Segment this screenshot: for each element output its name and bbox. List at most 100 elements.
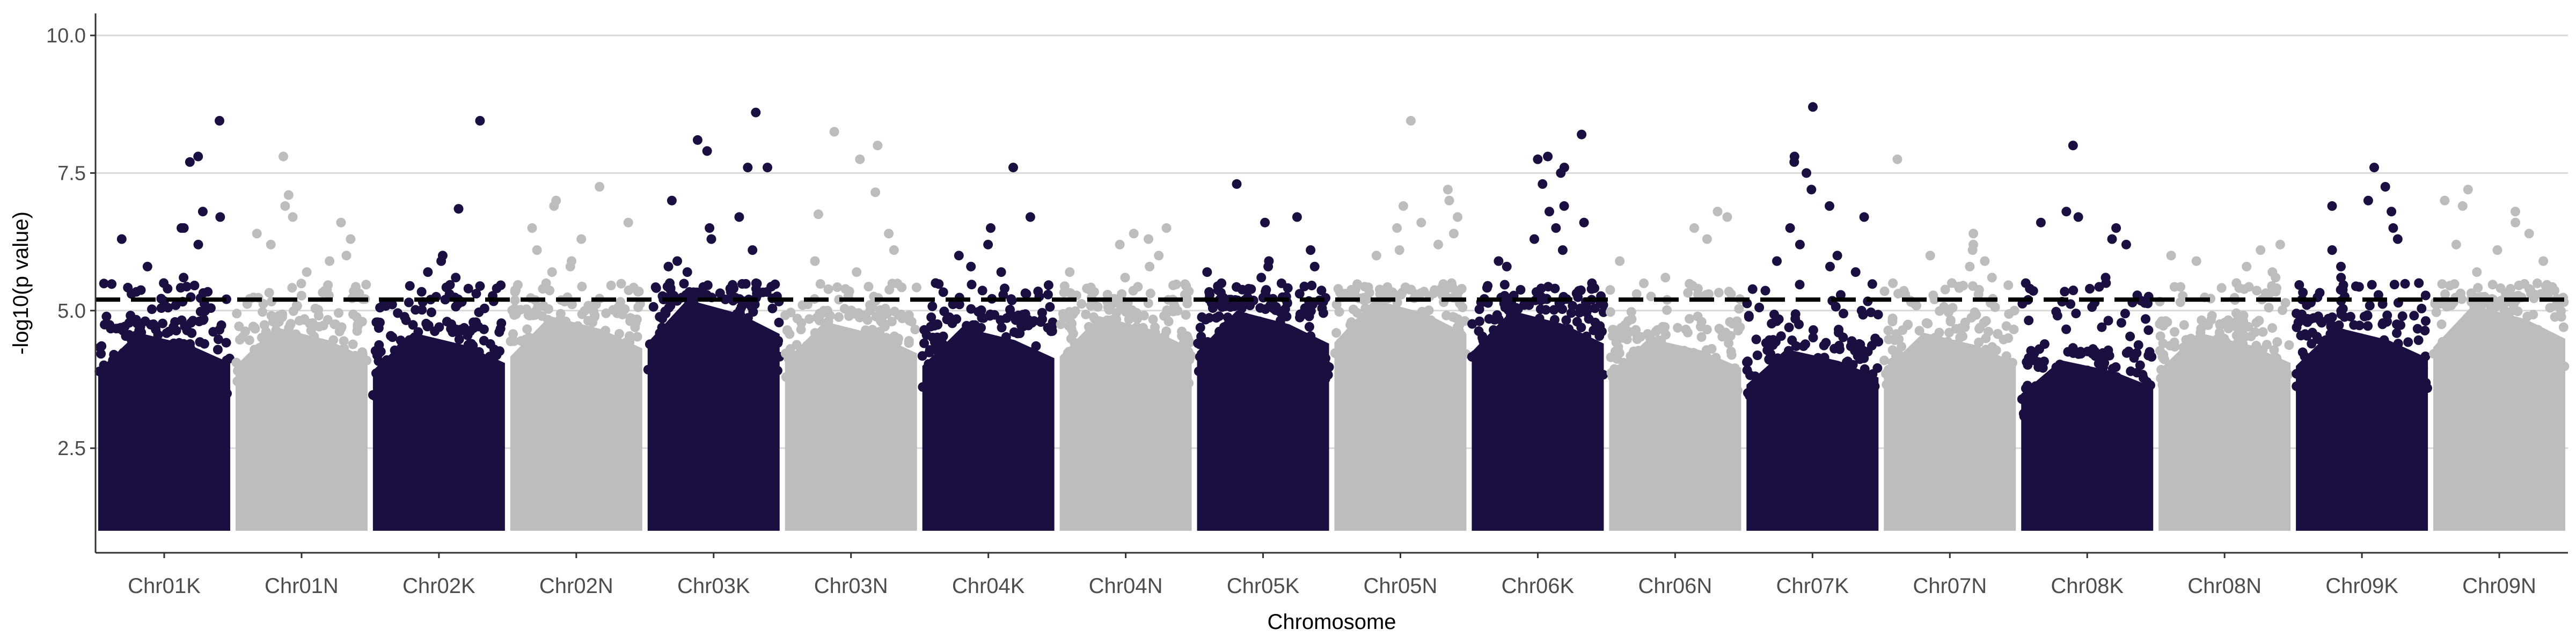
marker-point <box>698 282 708 292</box>
top-marker-point <box>1306 245 1316 255</box>
marker-point <box>1133 282 1143 292</box>
marker-point <box>2060 287 2070 297</box>
marker-point <box>1196 332 1206 342</box>
marker-point <box>1732 316 1742 326</box>
marker-point <box>1348 304 1358 314</box>
marker-point <box>2216 283 2227 293</box>
marker-point <box>2240 370 2250 380</box>
marker-point <box>2238 339 2248 349</box>
marker-point <box>1213 285 1223 295</box>
marker-point <box>772 365 782 376</box>
marker-point <box>1546 337 1556 347</box>
marker-point <box>1963 369 1973 379</box>
marker-point <box>2348 336 2359 347</box>
marker-point <box>2462 354 2472 364</box>
marker-point <box>2239 284 2249 294</box>
top-marker-point <box>1789 157 1799 167</box>
marker-point <box>865 360 875 370</box>
marker-point <box>2457 328 2468 339</box>
marker-point <box>1520 356 1530 366</box>
top-marker-point <box>1398 201 1408 211</box>
marker-point <box>1636 332 1645 342</box>
marker-point <box>1489 325 1498 335</box>
marker-point <box>797 300 808 310</box>
marker-point <box>1776 331 1786 341</box>
marker-point <box>2429 349 2439 359</box>
marker-point <box>1576 346 1586 356</box>
marker-point <box>162 328 172 338</box>
marker-point <box>2277 361 2286 371</box>
top-marker-point <box>743 163 753 173</box>
marker-point <box>1578 354 1588 364</box>
chromosome-Chr03N-points <box>780 127 921 531</box>
marker-point <box>661 309 671 319</box>
marker-point <box>1017 345 1027 355</box>
marker-point <box>2508 320 2518 330</box>
marker-point <box>318 380 328 391</box>
marker-point <box>2116 318 2126 328</box>
marker-point <box>700 356 710 367</box>
marker-point <box>1100 349 1110 359</box>
marker-point <box>804 376 815 386</box>
top-marker-point <box>2327 245 2337 255</box>
marker-point <box>998 290 1008 300</box>
marker-point <box>408 320 418 330</box>
marker-bulk <box>235 327 368 531</box>
marker-point <box>2197 315 2207 325</box>
marker-point <box>2243 379 2253 390</box>
top-marker-point <box>1965 261 1975 272</box>
marker-point <box>1208 303 1218 313</box>
marker-point <box>140 362 150 372</box>
marker-point <box>1765 339 1775 348</box>
marker-point <box>1331 328 1341 338</box>
marker-point <box>1505 339 1515 349</box>
top-marker-point <box>1161 223 1172 233</box>
marker-point <box>2214 327 2224 338</box>
top-marker-point <box>2363 195 2373 206</box>
marker-point <box>1867 341 1877 351</box>
marker-point <box>615 365 625 376</box>
marker-point <box>406 368 416 378</box>
marker-point <box>2476 370 2486 380</box>
marker-point <box>2001 351 2011 361</box>
marker-point <box>1211 313 1221 323</box>
marker-point <box>1529 350 1540 361</box>
marker-point <box>1150 327 1160 338</box>
marker-point <box>2213 338 2223 348</box>
marker-point <box>330 319 340 330</box>
marker-point <box>2284 340 2294 350</box>
marker-point <box>2009 305 2019 316</box>
marker-point <box>1948 303 1958 313</box>
marker-point <box>2209 372 2220 383</box>
marker-point <box>1868 377 1878 387</box>
marker-point <box>927 371 937 381</box>
marker-point <box>1195 323 1205 333</box>
marker-point <box>2038 411 2048 421</box>
marker-point <box>2392 328 2402 338</box>
marker-point <box>1070 338 1080 348</box>
marker-point <box>2121 348 2132 358</box>
marker-point <box>894 310 904 320</box>
marker-point <box>966 304 976 314</box>
marker-point <box>884 284 895 295</box>
marker-point <box>153 330 163 340</box>
marker-point <box>189 351 199 361</box>
marker-point <box>1685 363 1695 374</box>
marker-point <box>446 377 456 387</box>
top-marker-point <box>1443 185 1453 195</box>
marker-point <box>939 306 949 317</box>
marker-point <box>559 343 569 353</box>
marker-point <box>1360 282 1370 292</box>
marker-point <box>1122 357 1132 368</box>
top-marker-point <box>2271 273 2281 283</box>
marker-point <box>339 343 349 354</box>
marker-point <box>2024 316 2034 326</box>
marker-point <box>1696 317 1707 327</box>
marker-point <box>529 357 539 367</box>
marker-point <box>1267 354 1277 364</box>
marker-point <box>825 311 835 321</box>
chromosome-Chr01K-points <box>94 116 235 531</box>
marker-point <box>2420 352 2431 361</box>
marker-point <box>2514 280 2524 290</box>
marker-point <box>2267 323 2277 333</box>
